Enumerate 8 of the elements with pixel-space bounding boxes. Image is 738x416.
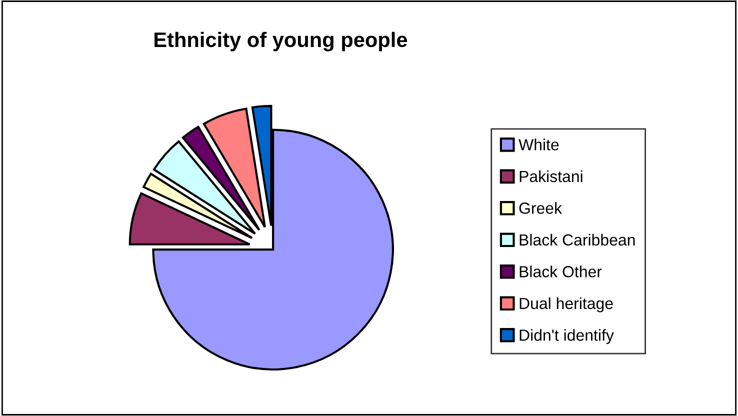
legend-label: Pakistani (520, 170, 582, 182)
legend-label: Greek (519, 202, 562, 214)
legend-label: Didn't identify (520, 329, 614, 344)
legend-label: Black Caribbean (520, 234, 635, 246)
legend-label: Dual heritage (520, 297, 613, 312)
chart-title: Ethnicity of young people (154, 32, 408, 52)
legend-label: White (518, 138, 559, 150)
legend-label: Black Other (520, 266, 602, 278)
